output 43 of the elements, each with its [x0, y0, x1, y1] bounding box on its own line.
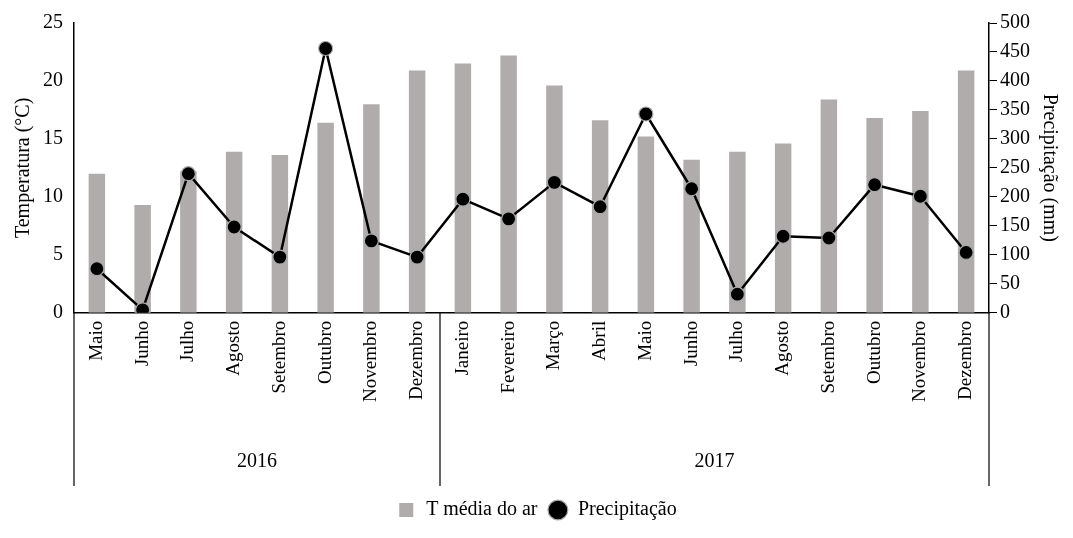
y2-axis-title: Precipitação (mm) — [1038, 93, 1062, 243]
y-tick-label: 10 — [43, 184, 63, 207]
y2-tick-label: 150 — [1000, 213, 1030, 236]
x-tick-label: Maio — [633, 320, 655, 361]
y2-tick-label: 500 — [1000, 10, 1030, 33]
y-tick-label: 15 — [43, 126, 63, 149]
x-tick-label: Setembro — [816, 320, 838, 394]
y2-tick-label: 250 — [1000, 155, 1030, 178]
x-tick-label: Julho — [725, 320, 747, 362]
y2-tick-label: 200 — [1000, 184, 1030, 207]
x-tick-label: Dezembro — [405, 320, 427, 400]
y2-tick-label: 450 — [1000, 39, 1030, 62]
x-tick-label: Junho — [130, 320, 152, 367]
x-tick-label: Junho — [679, 320, 701, 367]
x-tick-label: Setembro — [267, 320, 289, 394]
text: 2016 — [237, 449, 277, 472]
x-tick-label: Novembro — [359, 320, 381, 403]
legend-label: Precipitação — [577, 497, 677, 521]
y2-tick-label: 50 — [1000, 271, 1020, 294]
x-tick-label: Outubro — [313, 320, 335, 385]
y-tick-label: 20 — [43, 68, 63, 91]
y2-tick-label: 100 — [1000, 242, 1030, 265]
x-tick-label: Julho — [176, 320, 198, 362]
y2-tick-label: 350 — [1000, 97, 1030, 120]
x-tick-label: Dezembro — [954, 320, 976, 400]
y-axis-title: Temperatura (°C) — [11, 97, 35, 239]
x-tick-label: Fevereiro — [496, 320, 518, 394]
text: 2017 — [694, 449, 735, 472]
x-tick-label: Janeiro — [450, 320, 472, 376]
y-tick-label: 25 — [43, 10, 63, 33]
x-tick-label: Agosto — [222, 320, 244, 376]
x-tick-label: Abril — [588, 320, 610, 361]
y2-tick-label: 0 — [1000, 299, 1010, 322]
x-tick-label: Março — [542, 320, 564, 371]
y-tick-label: 0 — [53, 299, 63, 322]
y2-tick-label: 400 — [1000, 68, 1030, 91]
x-tick-label: Maio — [84, 320, 106, 361]
y-tick-label: 5 — [53, 242, 63, 265]
x-tick-label: Outubro — [862, 320, 884, 385]
x-tick-label: Novembro — [908, 320, 930, 403]
x-tick-label: Agosto — [771, 320, 793, 376]
y2-tick-label: 300 — [1000, 126, 1030, 149]
legend-label: T média do ar — [426, 497, 538, 520]
